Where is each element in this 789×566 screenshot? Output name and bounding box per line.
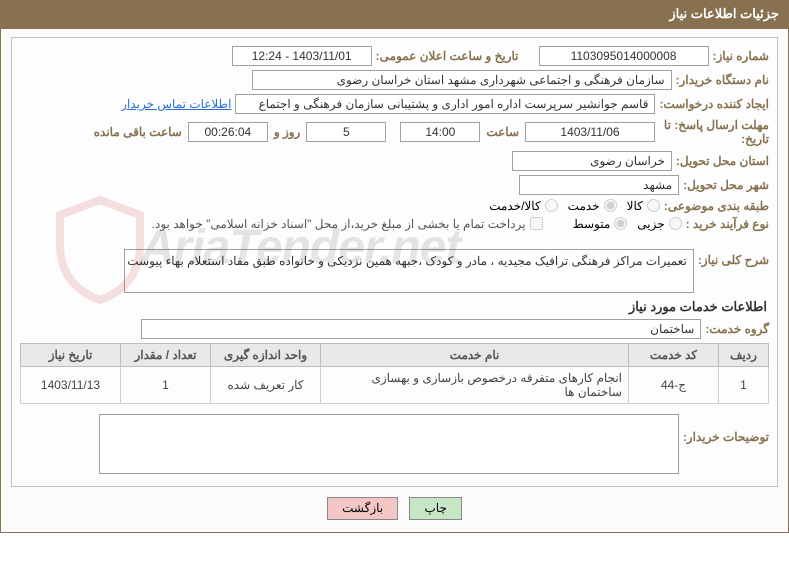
cell-name: انجام کارهای متفرقه درخصوص بازسازی و بهس… bbox=[321, 366, 629, 403]
radio-medium[interactable]: متوسط bbox=[573, 217, 628, 231]
cell-code: ج-44 bbox=[629, 366, 719, 403]
radio-service-label: خدمت bbox=[568, 199, 600, 213]
th-qty: تعداد / مقدار bbox=[121, 343, 211, 366]
service-group-value: ساختمان bbox=[141, 319, 701, 339]
announce-label: تاریخ و ساعت اعلان عمومی: bbox=[376, 49, 519, 63]
buyer-notes-label: توضیحات خریدار: bbox=[683, 430, 769, 444]
radio-goods-label: کالا bbox=[627, 199, 643, 213]
check-treasury[interactable]: پرداخت تمام یا بخشی از مبلغ خرید،از محل … bbox=[152, 217, 543, 231]
buyer-notes-box bbox=[99, 414, 679, 474]
buy-type-label: نوع فرآیند خرید : bbox=[686, 217, 769, 231]
requester-label: ایجاد کننده درخواست: bbox=[659, 97, 769, 111]
row-deadline: مهلت ارسال پاسخ: تا تاریخ: 1403/11/06 سا… bbox=[20, 118, 769, 147]
table-header-row: ردیف کد خدمت نام خدمت واحد اندازه گیری ت… bbox=[21, 343, 769, 366]
radio-goods-service-input[interactable] bbox=[545, 199, 558, 212]
radio-medium-label: متوسط bbox=[573, 217, 611, 231]
requester-value: قاسم جوانشیر سرپرست اداره امور اداری و پ… bbox=[235, 94, 655, 114]
cell-qty: 1 bbox=[121, 366, 211, 403]
radio-partial[interactable]: جزیی bbox=[637, 217, 681, 231]
button-row: چاپ بازگشت bbox=[11, 497, 778, 520]
radio-goods-service-label: کالا/خدمت bbox=[489, 199, 540, 213]
row-overall: شرح کلی نیاز: تعمیرات مراکز فرهنگی ترافی… bbox=[20, 249, 769, 293]
contact-link[interactable]: اطلاعات تماس خریدار bbox=[121, 97, 231, 111]
need-no-value: 1103095014000008 bbox=[539, 46, 709, 66]
deadline-date: 1403/11/06 bbox=[525, 122, 655, 142]
province-label: استان محل تحویل: bbox=[676, 154, 769, 168]
deadline-label: مهلت ارسال پاسخ: تا تاریخ: bbox=[659, 118, 769, 147]
days-label: روز و bbox=[274, 125, 301, 139]
row-province: استان محل تحویل: خراسان رضوی bbox=[20, 151, 769, 171]
cell-row: 1 bbox=[719, 366, 769, 403]
radio-goods-service[interactable]: کالا/خدمت bbox=[489, 199, 557, 213]
th-row: ردیف bbox=[719, 343, 769, 366]
details-panel: جزئیات اطلاعات نیاز شماره نیاز: 11030950… bbox=[0, 0, 789, 533]
radio-goods[interactable]: کالا bbox=[627, 199, 660, 213]
row-need-no: شماره نیاز: 1103095014000008 تاریخ و ساع… bbox=[20, 46, 769, 66]
remain-time: 00:26:04 bbox=[188, 122, 268, 142]
buyer-org-label: نام دستگاه خریدار: bbox=[676, 73, 770, 87]
radio-service[interactable]: خدمت bbox=[568, 199, 617, 213]
announce-value: 1403/11/01 - 12:24 bbox=[232, 46, 372, 66]
radio-medium-input[interactable] bbox=[614, 217, 627, 230]
cell-unit: کار تعریف شده bbox=[211, 366, 321, 403]
row-buyer-notes: توضیحات خریدار: bbox=[20, 410, 769, 474]
time-label: ساعت bbox=[486, 125, 519, 139]
city-label: شهر محل تحویل: bbox=[683, 178, 769, 192]
days-value: 5 bbox=[306, 122, 386, 142]
radio-goods-input[interactable] bbox=[647, 199, 660, 212]
remain-label: ساعت باقی مانده bbox=[94, 125, 182, 139]
row-buyer-org: نام دستگاه خریدار: سازمان فرهنگی و اجتما… bbox=[20, 70, 769, 90]
overall-desc: تعمیرات مراکز فرهنگی ترافیک مجیدیه ، ماد… bbox=[124, 249, 694, 293]
need-no-label: شماره نیاز: bbox=[713, 49, 769, 63]
main-fieldset: شماره نیاز: 1103095014000008 تاریخ و ساع… bbox=[11, 37, 778, 487]
radio-service-input[interactable] bbox=[604, 199, 617, 212]
city-value: مشهد bbox=[519, 175, 679, 195]
th-date: تاریخ نیاز bbox=[21, 343, 121, 366]
row-requester: ایجاد کننده درخواست: قاسم جوانشیر سرپرست… bbox=[20, 94, 769, 114]
row-city: شهر محل تحویل: مشهد bbox=[20, 175, 769, 195]
row-buytype: نوع فرآیند خرید : جزیی متوسط پرداخت تمام… bbox=[20, 217, 769, 231]
province-value: خراسان رضوی bbox=[512, 151, 672, 171]
treasury-note: پرداخت تمام یا بخشی از مبلغ خرید،از محل … bbox=[152, 217, 526, 231]
back-button[interactable]: بازگشت bbox=[327, 497, 398, 520]
print-button[interactable]: چاپ bbox=[409, 497, 461, 520]
services-title: اطلاعات خدمات مورد نیاز bbox=[22, 299, 767, 315]
buyer-org-value: سازمان فرهنگی و اجتماعی شهرداری مشهد است… bbox=[252, 70, 672, 90]
services-table: ردیف کد خدمت نام خدمت واحد اندازه گیری ت… bbox=[20, 343, 769, 404]
service-group-label: گروه خدمت: bbox=[705, 322, 769, 336]
row-category: طبقه بندی موضوعی: کالا خدمت کالا/خدمت bbox=[20, 199, 769, 213]
th-name: نام خدمت bbox=[321, 343, 629, 366]
radio-partial-input[interactable] bbox=[669, 217, 682, 230]
panel-body: شماره نیاز: 1103095014000008 تاریخ و ساع… bbox=[0, 28, 789, 533]
overall-label: شرح کلی نیاز: bbox=[698, 253, 769, 267]
th-code: کد خدمت bbox=[629, 343, 719, 366]
th-unit: واحد اندازه گیری bbox=[211, 343, 321, 366]
deadline-time: 14:00 bbox=[400, 122, 480, 142]
panel-title: جزئیات اطلاعات نیاز bbox=[0, 0, 789, 28]
subject-cat-label: طبقه بندی موضوعی: bbox=[664, 199, 769, 213]
cell-date: 1403/11/13 bbox=[21, 366, 121, 403]
table-row: 1 ج-44 انجام کارهای متفرقه درخصوص بازساز… bbox=[21, 366, 769, 403]
radio-partial-label: جزیی bbox=[637, 217, 664, 231]
check-treasury-input[interactable] bbox=[530, 217, 543, 230]
row-service-group: گروه خدمت: ساختمان bbox=[20, 319, 769, 339]
